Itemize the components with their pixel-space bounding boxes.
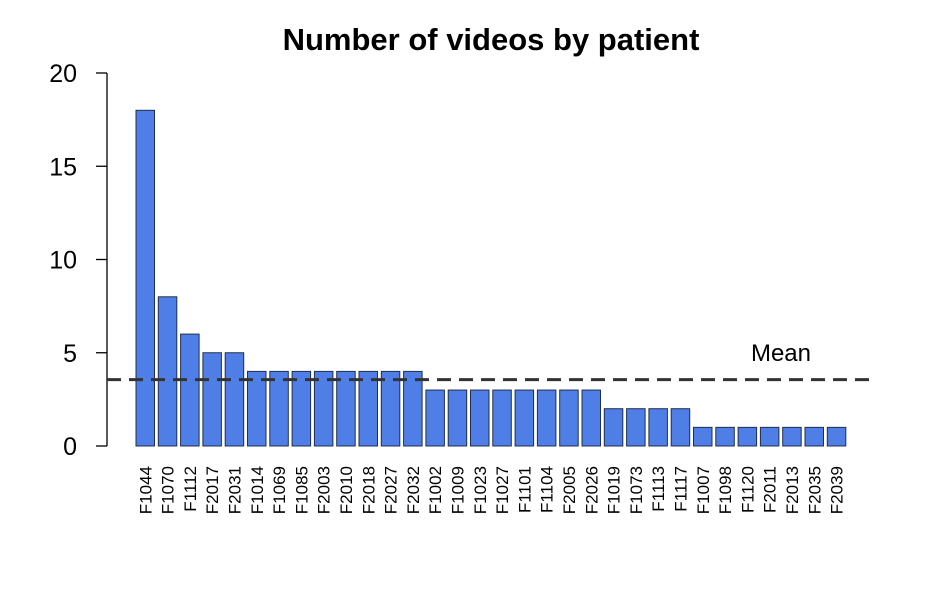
- x-tick-label: F2017: [203, 466, 222, 514]
- bar-F2011: [759, 426, 780, 447]
- x-tick-label: F1027: [493, 466, 512, 514]
- bar-F1085: [291, 370, 312, 447]
- x-tick-label: F1104: [538, 466, 557, 513]
- bar-F1069: [269, 370, 289, 447]
- bar-F2035: [804, 426, 824, 447]
- bar-F2026: [581, 389, 601, 447]
- x-tick-label: F2031: [225, 466, 244, 514]
- bars: [135, 109, 847, 447]
- x-tick-label: F2035: [805, 466, 824, 514]
- x-tick-label: F2003: [315, 466, 334, 514]
- x-tick-label: F1098: [716, 466, 735, 514]
- bar-F1070: [157, 296, 178, 447]
- x-tick-label: F2010: [337, 466, 356, 514]
- x-tick-label: F2027: [382, 466, 401, 514]
- bar-F2039: [826, 426, 847, 447]
- bar-F1009: [447, 389, 468, 447]
- mean-line-group: Mean: [107, 340, 875, 382]
- x-tick-label: F2032: [404, 466, 423, 514]
- x-tick-label: F1014: [248, 466, 267, 514]
- bar-F1027: [492, 389, 512, 447]
- y-tick-label: 15: [49, 153, 77, 181]
- bar-F1002: [425, 389, 445, 447]
- x-tick-label: F1019: [605, 466, 624, 514]
- bar-F1044: [135, 109, 155, 447]
- bar-F2027: [380, 370, 401, 447]
- bar-F1104: [536, 389, 557, 447]
- bar-F2005: [559, 389, 579, 447]
- x-tick-label: F1117: [671, 466, 690, 512]
- bar-F2017: [202, 352, 222, 447]
- bar-F1101: [514, 389, 535, 447]
- x-tick-label: F1070: [159, 466, 178, 514]
- x-tick-label: F1120: [738, 466, 757, 513]
- bar-F2013: [782, 426, 802, 447]
- x-tick-label: F1113: [649, 466, 668, 512]
- y-tick-label: 0: [63, 433, 77, 461]
- chart-title: Number of videos by patient: [283, 22, 700, 57]
- y-tick-label: 10: [49, 247, 77, 275]
- y-axis: 0 5 10 15 20: [49, 60, 108, 461]
- bar-F2018: [358, 370, 378, 447]
- x-tick-label: F1044: [136, 466, 155, 514]
- bar-F1019: [603, 408, 624, 447]
- bar-F2003: [313, 370, 334, 447]
- bar-F2032: [403, 370, 423, 447]
- bar-F1007: [693, 426, 713, 447]
- bar-F1113: [648, 408, 668, 447]
- x-tick-label: F1069: [270, 466, 289, 514]
- x-tick-label: F2039: [828, 466, 847, 514]
- bar-F1098: [715, 426, 735, 447]
- bar-F1120: [737, 426, 758, 447]
- x-tick-label: F2026: [582, 466, 601, 514]
- bar-F1117: [670, 408, 691, 447]
- x-tick-label: F1085: [292, 466, 311, 514]
- x-tick-label: F2018: [359, 466, 378, 514]
- x-tick-label: F1009: [448, 466, 467, 514]
- bar-F1073: [626, 408, 646, 447]
- bar-F2031: [224, 352, 245, 447]
- x-tick-label: F1112: [181, 466, 200, 512]
- bar-F1023: [470, 389, 490, 447]
- x-tick-label: F2011: [761, 466, 780, 513]
- x-tick-labels: F1044 F1070 F1112 F2017 F2031 F1014 F1069 F1085…: [136, 466, 846, 514]
- y-tick-label: 5: [63, 340, 77, 368]
- x-tick-label: F2005: [560, 466, 579, 514]
- bar-F2010: [336, 370, 356, 447]
- bar-F1014: [247, 370, 267, 447]
- x-tick-label: F1101: [515, 466, 534, 513]
- x-tick-label: F1023: [471, 466, 490, 514]
- x-tick-label: F1007: [694, 466, 713, 514]
- y-tick-label: 20: [49, 60, 77, 88]
- x-tick-label: F1002: [426, 466, 445, 514]
- bar-F1112: [180, 333, 200, 447]
- x-tick-label: F1073: [627, 466, 646, 514]
- x-tick-label: F2013: [783, 466, 802, 514]
- mean-label: Mean: [751, 340, 811, 367]
